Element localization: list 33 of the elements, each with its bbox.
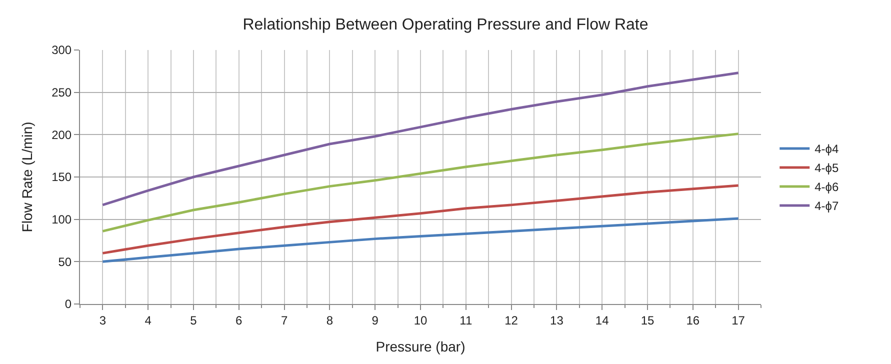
x-tick-label: 12 (504, 313, 518, 328)
y-tick-label: 0 (64, 297, 72, 312)
x-axis-title: Pressure (bar) (376, 338, 466, 355)
x-tick-label: 11 (460, 313, 472, 328)
x-tick-label: 10 (414, 313, 428, 328)
x-tick-label: 14 (595, 313, 610, 328)
y-tick-label: 200 (52, 128, 72, 142)
y-tick-label: 100 (52, 212, 72, 227)
legend-label: 4-ϕ5 (814, 161, 840, 176)
x-tick-label: 7 (280, 313, 288, 328)
y-tick-label: 150 (52, 170, 72, 184)
y-tick-label: 250 (52, 86, 72, 100)
x-tick-label: 5 (190, 313, 198, 328)
y-tick-label: 50 (58, 254, 72, 269)
line-series (101, 72, 740, 206)
legend-label: 4-ϕ7 (814, 199, 840, 214)
line-series (101, 132, 740, 232)
line-series (101, 217, 740, 263)
x-tick-label: 17 (732, 313, 746, 328)
x-tick-label: 4 (144, 313, 152, 328)
legend-label: 4-ϕ4 (814, 142, 840, 156)
x-tick-label: 16 (686, 313, 700, 328)
x-tick-label: 8 (326, 313, 334, 328)
y-axis-title: Flow Rate (L/min) (19, 122, 36, 232)
chart-title: Relationship Between Operating Pressure and Flow Rate (242, 16, 648, 34)
y-tick-label: 300 (52, 43, 72, 58)
legend-label: 4-ϕ6 (814, 180, 840, 194)
line-series (101, 184, 740, 254)
x-tick-label: 3 (99, 313, 106, 328)
x-tick-label: 15 (640, 313, 654, 328)
x-tick-label: 9 (372, 313, 379, 328)
x-tick-label: 6 (236, 313, 243, 328)
x-tick-label: 13 (550, 313, 564, 328)
